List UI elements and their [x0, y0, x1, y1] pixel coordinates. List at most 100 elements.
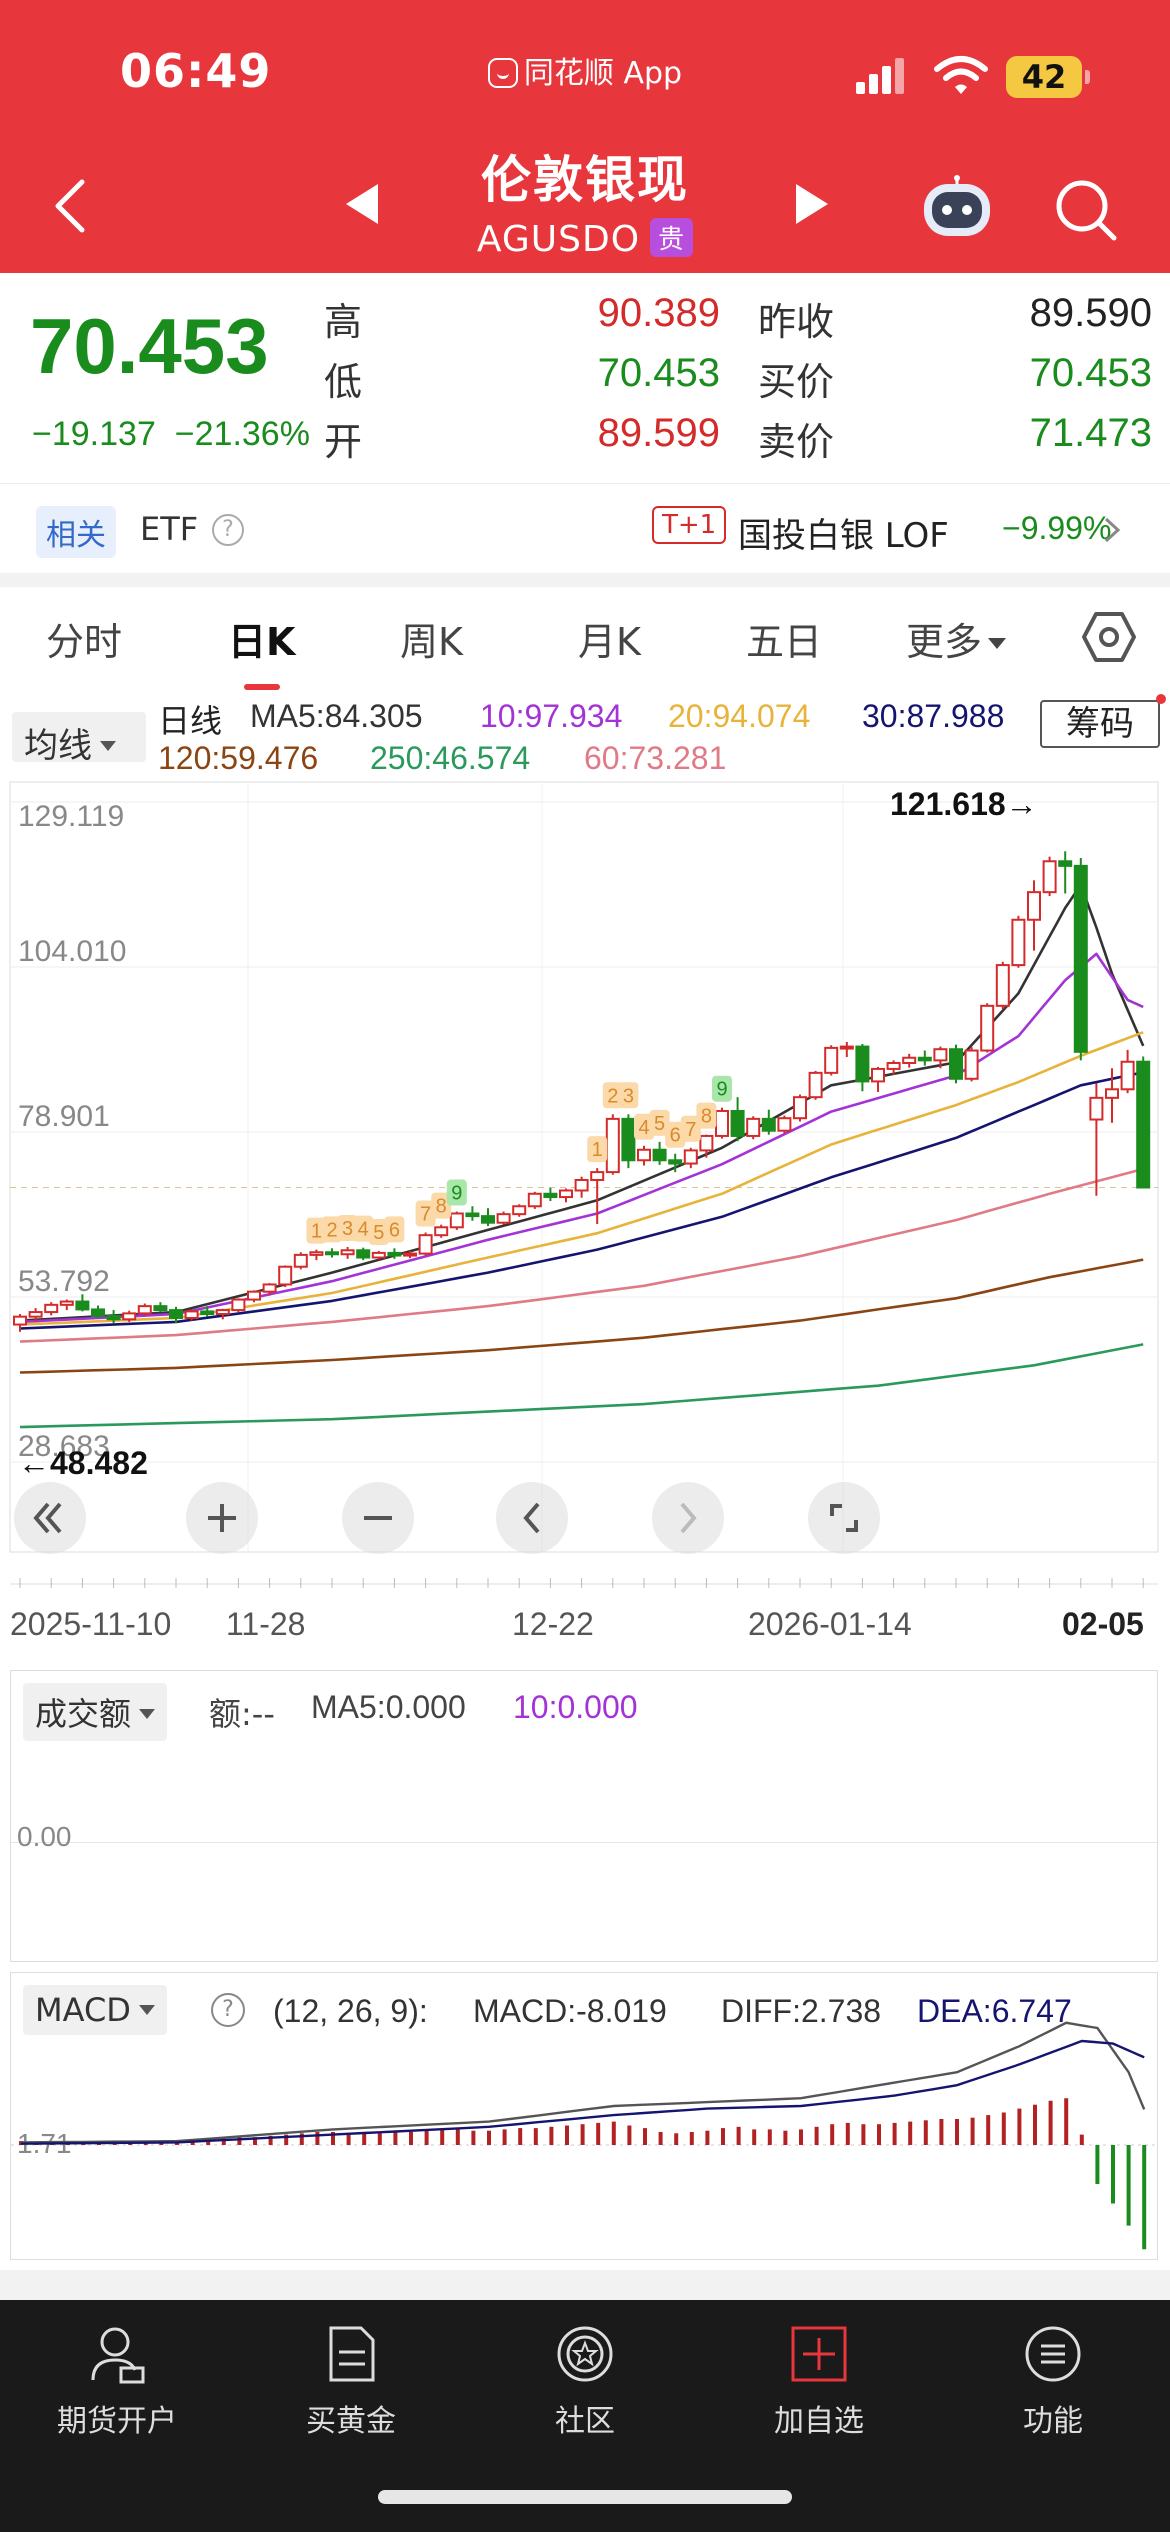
back-icon[interactable]: [50, 178, 90, 234]
candle-body: [247, 1290, 261, 1301]
zoom-out-button[interactable]: [342, 1482, 414, 1554]
nav-functions[interactable]: 功能: [936, 2300, 1170, 2470]
candle: [605, 1114, 620, 1175]
related-products-bar[interactable]: 相关 ETF ? T+1 国投白银 LOF −9.99%: [0, 483, 1170, 573]
sequence-badge: [368, 1218, 389, 1245]
candle-body: [559, 1189, 573, 1199]
sequence-label: 7: [420, 1204, 431, 1226]
candle-body: [449, 1212, 464, 1229]
candle: [652, 1141, 667, 1165]
macd-selector-label: MACD: [35, 1991, 131, 2029]
candle: [418, 1232, 433, 1256]
candle-body: [1027, 891, 1041, 921]
tab-daily-k[interactable]: 日K: [228, 620, 296, 664]
macd-selector[interactable]: MACD: [23, 1985, 167, 2035]
high-value: 90.389: [597, 291, 720, 335]
sequence-label: 1: [311, 1221, 322, 1243]
notification-dot: [1156, 694, 1166, 704]
sequence-label: 2: [607, 1085, 618, 1107]
high-label: 高: [324, 300, 363, 344]
candle: [668, 1153, 683, 1173]
macd-panel: MACD ? (12, 26, 9): MACD:-8.019 DIFF:2.7…: [10, 1972, 1158, 2260]
robot-assistant-icon[interactable]: [920, 174, 994, 240]
candle: [1089, 1083, 1104, 1196]
scroll-left-fast-button[interactable]: [14, 1482, 86, 1554]
candle-body: [91, 1308, 105, 1318]
nav-community[interactable]: 社区: [468, 2300, 702, 2470]
related-etf-link[interactable]: ETF: [140, 510, 199, 548]
help-icon[interactable]: ?: [211, 1993, 245, 2027]
candle: [699, 1134, 714, 1158]
chevron-right-icon[interactable]: [1100, 516, 1124, 544]
ma250-label: 250:46.574: [370, 740, 531, 776]
prev-instrument-icon[interactable]: [340, 180, 382, 228]
fullscreen-button[interactable]: [808, 1482, 880, 1554]
x-tick-label: 11-28: [226, 1606, 306, 1642]
ma5-line: [19, 883, 1145, 1322]
sequence-label: 1: [592, 1139, 603, 1161]
related-tag: 相关: [36, 506, 116, 558]
zoom-in-button[interactable]: [186, 1482, 258, 1554]
ma250-line: [19, 1343, 1144, 1429]
price-change: −19.137 −21.36%: [32, 415, 310, 454]
tab-intraday[interactable]: 分时: [46, 620, 123, 664]
sequence-badge: [602, 1082, 623, 1109]
chevron-left-icon: [523, 1502, 540, 1534]
candle: [59, 1299, 74, 1311]
nav-add-favorite[interactable]: 加自选: [702, 2300, 936, 2470]
candle: [309, 1249, 324, 1261]
ma5-label: MA5:84.305: [250, 698, 423, 734]
candle: [449, 1211, 464, 1230]
x-tick-label: 02-05: [1062, 1606, 1144, 1642]
nav-label: 社区: [555, 2404, 615, 2439]
tab-monthly-k[interactable]: 月K: [578, 620, 641, 664]
candle-body: [699, 1134, 714, 1152]
search-icon[interactable]: [1052, 176, 1118, 242]
candle-body: [403, 1252, 417, 1257]
chips-distribution-button[interactable]: 筹码: [1040, 700, 1160, 748]
candle: [387, 1248, 402, 1259]
candle-body: [465, 1212, 480, 1218]
tab-five-day[interactable]: 五日: [746, 620, 823, 664]
indicator-selector[interactable]: 均线: [12, 712, 146, 766]
candle: [262, 1283, 277, 1296]
nav-open-account[interactable]: 期货开户: [0, 2300, 234, 2470]
add-favorite-icon: [791, 2326, 847, 2382]
candle-body: [917, 1056, 932, 1062]
candle: [1105, 1068, 1119, 1123]
help-icon[interactable]: ?: [212, 514, 244, 546]
candle: [574, 1176, 589, 1198]
wifi-icon: [934, 56, 988, 94]
next-instrument-icon[interactable]: [792, 180, 834, 228]
sequence-badge: [337, 1215, 358, 1242]
sequence-label: 4: [358, 1219, 369, 1241]
menu-icon: [1025, 2326, 1081, 2382]
scroll-left-button[interactable]: [496, 1482, 568, 1554]
candle: [403, 1250, 417, 1259]
candle-body: [1011, 918, 1026, 967]
candle-body: [574, 1178, 589, 1192]
sequence-badge: [322, 1216, 342, 1243]
ma120-line: [19, 1258, 1144, 1374]
related-fund-name[interactable]: 国投白银 LOF: [738, 516, 949, 556]
candle-body: [808, 1071, 823, 1099]
active-tab-indicator: [244, 684, 280, 690]
candle: [28, 1308, 43, 1322]
candle: [75, 1294, 90, 1312]
settings-icon[interactable]: [1082, 610, 1136, 664]
macd-chart: 1.71: [11, 2021, 1157, 2250]
nav-buy-gold[interactable]: 买黄金: [234, 2300, 468, 2470]
tab-more[interactable]: 更多: [906, 611, 1007, 666]
tab-weekly-k[interactable]: 周K: [400, 620, 463, 664]
tab-more-label: 更多: [906, 620, 983, 664]
caret-down-icon: [100, 741, 116, 751]
scroll-right-button[interactable]: [652, 1482, 724, 1554]
ma60-line: [19, 1167, 1144, 1343]
candle: [1011, 915, 1026, 968]
candle: [278, 1265, 293, 1288]
candle-body: [824, 1046, 839, 1074]
turnover-selector[interactable]: 成交额: [23, 1683, 168, 1741]
candle-body: [387, 1251, 402, 1257]
candle-body: [527, 1192, 542, 1208]
